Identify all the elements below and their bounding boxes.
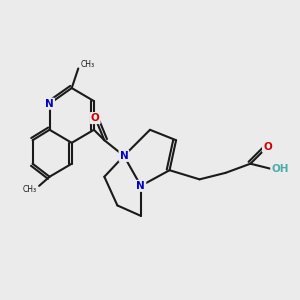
Text: O: O bbox=[91, 113, 100, 123]
Text: N: N bbox=[119, 151, 128, 161]
Text: CH₃: CH₃ bbox=[81, 60, 95, 69]
Text: CH₃: CH₃ bbox=[22, 185, 37, 194]
Text: O: O bbox=[263, 142, 272, 152]
Text: N: N bbox=[45, 99, 54, 109]
Text: N: N bbox=[136, 181, 145, 191]
Text: OH: OH bbox=[271, 164, 289, 174]
